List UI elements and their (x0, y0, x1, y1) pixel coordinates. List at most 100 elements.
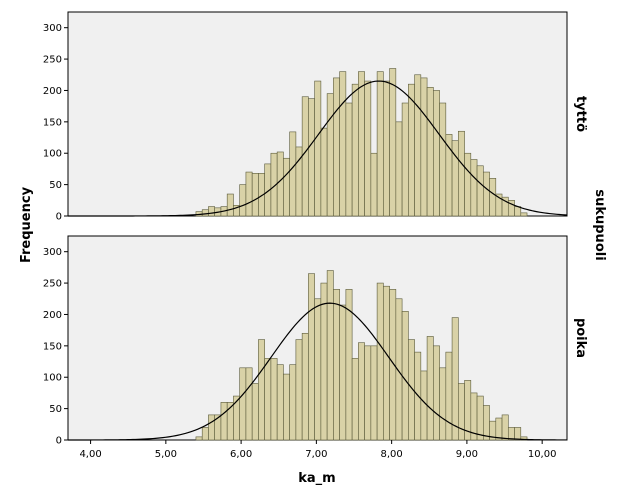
bar (208, 206, 215, 217)
bar (364, 345, 372, 441)
x-tick-label: 5,00 (155, 449, 177, 460)
x-tick-label: 4,00 (79, 449, 101, 460)
x-tick-label: 6,00 (230, 449, 252, 460)
bar (383, 285, 390, 441)
bar (395, 121, 403, 217)
bar (470, 159, 478, 217)
bar (283, 373, 290, 441)
y-tick-label: 100 (43, 373, 62, 384)
bar (233, 395, 240, 441)
bar (276, 151, 284, 217)
bar (295, 339, 303, 441)
bar (426, 87, 434, 217)
bar (439, 102, 447, 217)
bar (289, 131, 297, 217)
bar (251, 383, 259, 441)
bar (345, 102, 353, 217)
bar (308, 273, 315, 441)
normal-curve (68, 302, 568, 441)
bar (358, 71, 365, 217)
bar (401, 311, 409, 441)
bar (270, 358, 278, 441)
bar (283, 157, 290, 217)
bar (326, 93, 334, 217)
bar (339, 304, 347, 441)
bar (289, 364, 297, 441)
panels-layer: 0 50 100 150 200 250 300 tyttö 0 50 100 150 200 250 30… (43, 11, 588, 447)
bar (389, 289, 397, 441)
bar (458, 383, 465, 441)
x-tick-label: 7,00 (305, 449, 327, 460)
panel-label: tyttö (573, 96, 588, 132)
bar (214, 414, 222, 441)
bar (433, 90, 440, 217)
bar (333, 77, 340, 217)
x-tick-label: 10,00 (528, 449, 557, 460)
bar (320, 127, 328, 217)
y-tick-label: 50 (49, 404, 62, 415)
y-tick-label: 0 (56, 436, 62, 447)
bar (245, 367, 253, 441)
bar (514, 427, 522, 441)
bar (370, 345, 378, 441)
bar (264, 358, 272, 441)
bar (376, 282, 384, 441)
panel-label: poika (573, 318, 588, 358)
bar (314, 298, 322, 441)
y-tick-label: 200 (43, 310, 62, 321)
bar (245, 171, 253, 217)
bar (308, 98, 315, 217)
panel-poika: 0 50 100 150 200 250 300 poika (43, 235, 588, 447)
y-tick-label: 200 (43, 86, 62, 97)
panel-tyttö: 0 50 100 150 200 250 300 tyttö (43, 11, 588, 223)
bar (351, 358, 359, 441)
y-tick-label: 0 (56, 212, 62, 223)
bar (383, 80, 390, 217)
bar (514, 206, 522, 217)
bar (376, 71, 384, 217)
bar (476, 165, 484, 217)
bar (420, 77, 428, 217)
bar (476, 395, 484, 441)
x-axis: 4,00 5,00 6,00 7,00 8,00 9,00 10,00 (79, 440, 556, 460)
bar (208, 414, 215, 441)
bar (389, 68, 397, 217)
facet-title: sukupuoli (592, 189, 607, 260)
bar (220, 402, 228, 441)
y-tick-label: 150 (43, 341, 62, 352)
bar (251, 173, 259, 217)
bar (420, 370, 428, 441)
x-tick-label: 8,00 (381, 449, 403, 460)
bar (326, 270, 334, 441)
bar (464, 152, 472, 217)
bar (201, 427, 209, 441)
bar (258, 339, 265, 441)
y-tick-label: 150 (43, 117, 62, 128)
bar (364, 80, 372, 217)
bar (401, 102, 409, 217)
bar (408, 83, 415, 217)
x-tick-label: 9,00 (456, 449, 478, 460)
bar (458, 130, 465, 217)
bar (501, 414, 509, 441)
y-tick-label: 50 (49, 180, 62, 191)
bar (520, 212, 528, 217)
bar (339, 71, 347, 217)
bar (426, 336, 434, 441)
bar (483, 171, 490, 217)
bar (358, 342, 365, 441)
bar (314, 80, 322, 217)
bar (483, 405, 490, 441)
bar (320, 282, 328, 441)
bar (433, 345, 440, 441)
normal-curve (68, 80, 568, 217)
bar (489, 178, 497, 217)
bar (239, 184, 247, 217)
bar (201, 209, 209, 217)
bar (370, 152, 378, 217)
y-tick-label: 250 (43, 55, 62, 66)
bar (195, 436, 203, 441)
bar (226, 193, 234, 217)
bar (451, 317, 459, 441)
